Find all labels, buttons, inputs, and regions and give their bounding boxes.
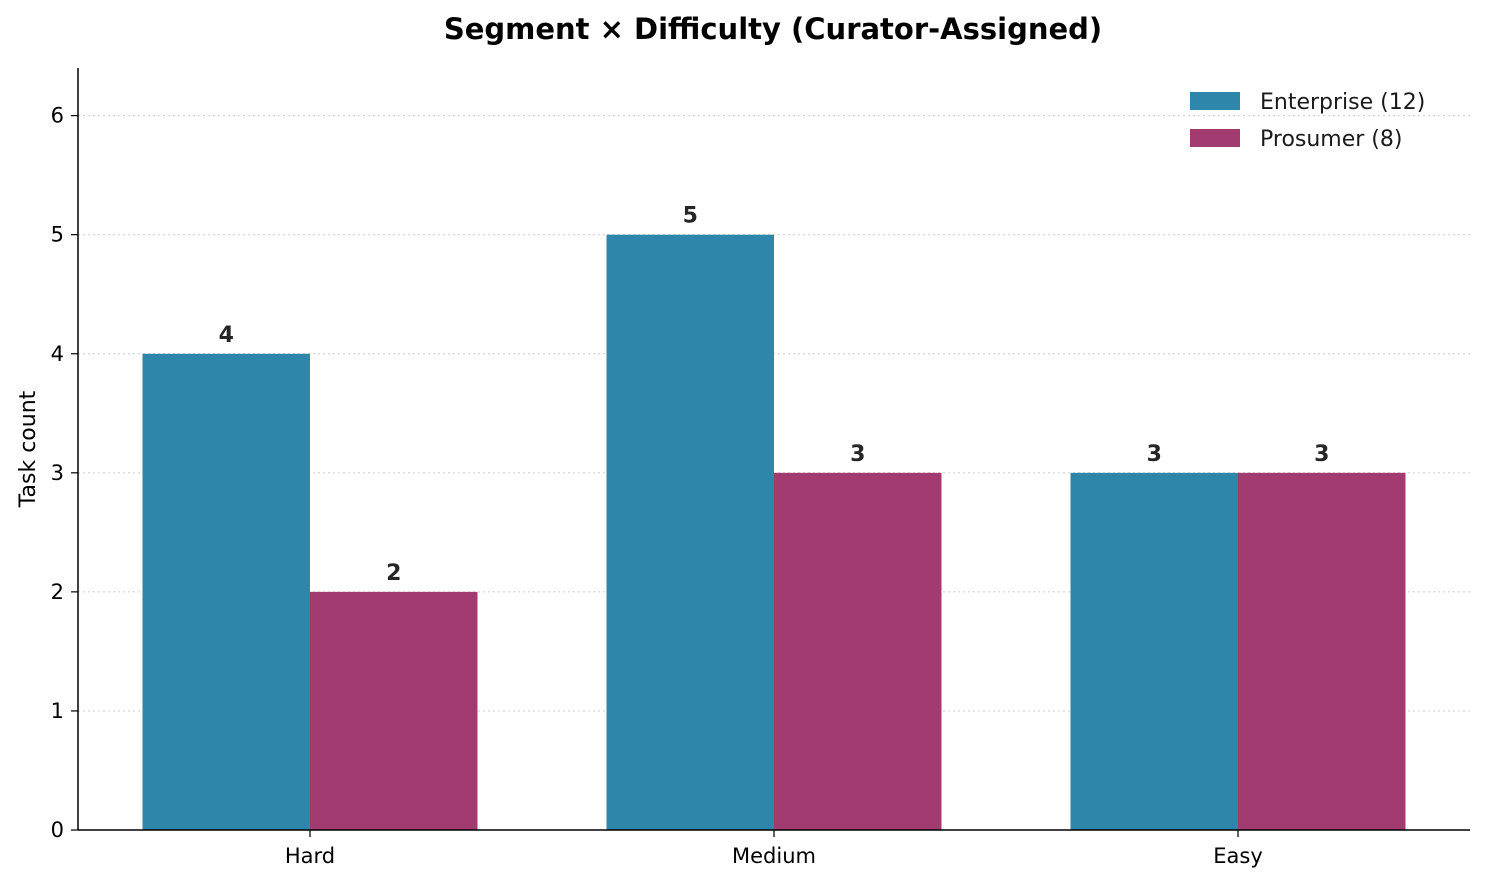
bar-hard-series-0 <box>142 353 310 830</box>
y-tick-label: 0 <box>51 818 64 842</box>
data-label: 4 <box>219 323 234 348</box>
x-tick-label: Hard <box>285 844 335 868</box>
data-label: 2 <box>386 561 401 586</box>
y-tick-label: 2 <box>51 580 64 604</box>
bar-medium-series-0 <box>606 234 774 830</box>
data-label: 5 <box>683 204 698 229</box>
y-tick-label: 1 <box>51 699 64 723</box>
legend-label: Prosumer (8) <box>1260 127 1402 152</box>
bar-easy-series-1 <box>1238 472 1406 830</box>
data-label: 3 <box>1147 442 1162 467</box>
x-tick-label: Easy <box>1213 844 1263 868</box>
data-label: 3 <box>1314 442 1329 467</box>
bars <box>142 234 1406 830</box>
y-tick-label: 6 <box>51 104 64 128</box>
bar-hard-series-1 <box>310 591 478 830</box>
legend: Enterprise (12) Prosumer (8) <box>1190 90 1425 152</box>
y-axis-label: Task count <box>16 390 41 508</box>
tick-labels: 0 1 2 3 4 5 6 Hard Medium Easy <box>51 104 1263 868</box>
y-tick-label: 3 <box>51 461 64 485</box>
bar-easy-series-0 <box>1070 472 1238 830</box>
data-label: 3 <box>850 442 865 467</box>
y-tick-label: 4 <box>51 342 64 366</box>
y-tick-label: 5 <box>51 223 64 247</box>
data-labels: 4 2 5 3 3 3 <box>219 204 1330 586</box>
legend-swatch <box>1190 129 1240 147</box>
legend-swatch <box>1190 92 1240 110</box>
bar-medium-series-1 <box>774 472 942 830</box>
x-tick-label: Medium <box>732 844 816 868</box>
legend-label: Enterprise (12) <box>1260 90 1425 115</box>
chart-title: Segment × Difficulty (Curator-Assigned) <box>444 12 1102 46</box>
